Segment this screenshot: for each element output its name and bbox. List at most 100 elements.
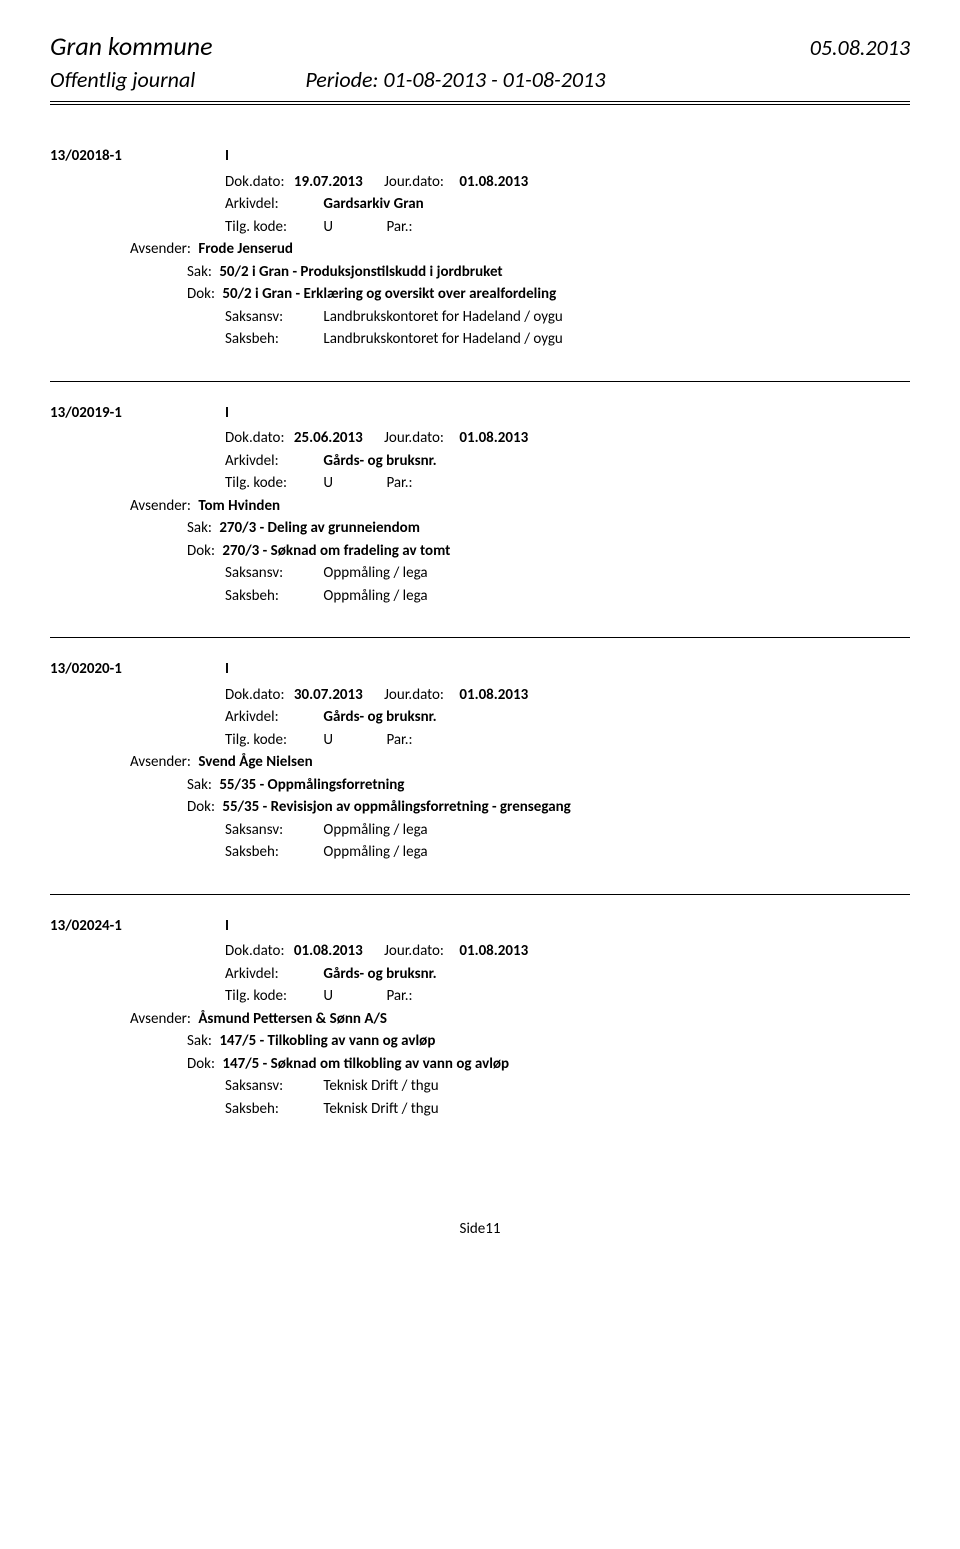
jour-dato-value: 01.08.2013 (459, 173, 528, 191)
avsender-label: Avsender: (130, 1010, 191, 1028)
arkiv-value: Gårds- og bruksnr. (323, 706, 436, 729)
saksbeh-value: Oppmåling / lega (323, 843, 427, 861)
sak-value: 147/5 - Tilkobling av vann og avløp (219, 1032, 435, 1050)
sak-value: 55/35 - Oppmålingsforretning (219, 776, 404, 794)
dok-dato-label: Dok.dato: (225, 942, 284, 960)
tilg-label: Tilg. kode: (225, 729, 320, 752)
jour-dato-label: Jour.dato: (384, 686, 444, 704)
entry-type: I (225, 658, 229, 681)
arkiv-value: Gårds- og bruksnr. (323, 963, 436, 986)
par-label: Par.: (386, 218, 412, 236)
sak-value: 50/2 i Gran - Produksjonstilskudd i jord… (219, 263, 502, 281)
tilg-value: U (323, 218, 333, 236)
page-subheader: Offentlig journal Periode: 01-08-2013 - … (50, 66, 910, 93)
entry-id: 13/02018-1 (50, 145, 225, 168)
dok-dato-value: 19.07.2013 (294, 173, 363, 191)
avsender-value: Tom Hvinden (198, 497, 280, 515)
saksansv-value: Oppmåling / lega (323, 821, 427, 839)
tilg-value: U (323, 731, 333, 749)
entry-type: I (225, 915, 229, 938)
jour-dato-label: Jour.dato: (384, 173, 444, 191)
dok-dato-label: Dok.dato: (225, 686, 284, 704)
journal-entry: 13/02019-1 I Dok.dato: 25.06.2013 Jour.d… (50, 402, 910, 608)
saksbeh-label: Saksbeh: (225, 1098, 320, 1121)
dok-dato-value: 30.07.2013 (294, 686, 363, 704)
sak-label: Sak: (187, 263, 212, 281)
entry-type: I (225, 145, 229, 168)
page-footer: Side11 (50, 1220, 910, 1238)
dok-value: 270/3 - Søknad om fradeling av tomt (222, 542, 450, 560)
entry-id: 13/02019-1 (50, 402, 225, 425)
saksbeh-value: Landbrukskontoret for Hadeland / oygu (323, 330, 562, 348)
saksbeh-label: Saksbeh: (225, 841, 320, 864)
arkiv-label: Arkivdel: (225, 450, 320, 473)
dok-label: Dok: (187, 1055, 215, 1073)
saksbeh-value: Teknisk Drift / thgu (323, 1100, 438, 1118)
print-date: 05.08.2013 (810, 34, 910, 61)
header-divider (50, 101, 910, 105)
par-label: Par.: (386, 474, 412, 492)
journal-entry: 13/02020-1 I Dok.dato: 30.07.2013 Jour.d… (50, 658, 910, 864)
avsender-value: Svend Åge Nielsen (198, 753, 312, 771)
entry-id: 13/02024-1 (50, 915, 225, 938)
arkiv-label: Arkivdel: (225, 706, 320, 729)
jour-dato-value: 01.08.2013 (459, 429, 528, 447)
dok-label: Dok: (187, 798, 215, 816)
entry-divider (50, 894, 910, 895)
avsender-value: Åsmund Pettersen & Sønn A/S (198, 1010, 387, 1028)
sak-label: Sak: (187, 519, 212, 537)
dok-value: 147/5 - Søknad om tilkobling av vann og … (222, 1055, 509, 1073)
par-label: Par.: (386, 731, 412, 749)
sak-value: 270/3 - Deling av grunneiendom (219, 519, 420, 537)
tilg-value: U (323, 987, 333, 1005)
saksbeh-value: Oppmåling / lega (323, 587, 427, 605)
dok-dato-value: 01.08.2013 (294, 942, 363, 960)
page-header: Gran kommune 05.08.2013 (50, 30, 910, 62)
period-text: Periode: 01-08-2013 - 01-08-2013 (305, 66, 605, 93)
journal-entry: 13/02024-1 I Dok.dato: 01.08.2013 Jour.d… (50, 915, 910, 1121)
saksansv-label: Saksansv: (225, 306, 320, 329)
jour-dato-label: Jour.dato: (384, 429, 444, 447)
avsender-label: Avsender: (130, 753, 191, 771)
jour-dato-value: 01.08.2013 (459, 942, 528, 960)
dok-dato-label: Dok.dato: (225, 429, 284, 447)
entry-type: I (225, 402, 229, 425)
entry-divider (50, 637, 910, 638)
dok-label: Dok: (187, 285, 215, 303)
dok-value: 50/2 i Gran - Erklæring og oversikt over… (222, 285, 556, 303)
par-label: Par.: (386, 987, 412, 1005)
tilg-label: Tilg. kode: (225, 985, 320, 1008)
journal-title: Offentlig journal (50, 66, 195, 93)
dok-label: Dok: (187, 542, 215, 560)
journal-entry: 13/02018-1 I Dok.dato: 19.07.2013 Jour.d… (50, 145, 910, 351)
page-number: Side11 (460, 1220, 501, 1238)
arkiv-value: Gardsarkiv Gran (323, 193, 423, 216)
saksansv-label: Saksansv: (225, 819, 320, 842)
entry-divider (50, 381, 910, 382)
jour-dato-label: Jour.dato: (384, 942, 444, 960)
avsender-value: Frode Jenserud (198, 240, 293, 258)
sak-label: Sak: (187, 1032, 212, 1050)
saksansv-value: Oppmåling / lega (323, 564, 427, 582)
arkiv-label: Arkivdel: (225, 963, 320, 986)
saksbeh-label: Saksbeh: (225, 585, 320, 608)
dok-dato-value: 25.06.2013 (294, 429, 363, 447)
dok-dato-label: Dok.dato: (225, 173, 284, 191)
saksansv-label: Saksansv: (225, 562, 320, 585)
org-name: Gran kommune (50, 30, 213, 62)
avsender-label: Avsender: (130, 497, 191, 515)
jour-dato-value: 01.08.2013 (459, 686, 528, 704)
dok-value: 55/35 - Revisisjon av oppmålingsforretni… (222, 798, 570, 816)
saksansv-value: Landbrukskontoret for Hadeland / oygu (323, 308, 562, 326)
arkiv-label: Arkivdel: (225, 193, 320, 216)
avsender-label: Avsender: (130, 240, 191, 258)
sak-label: Sak: (187, 776, 212, 794)
tilg-label: Tilg. kode: (225, 216, 320, 239)
tilg-label: Tilg. kode: (225, 472, 320, 495)
saksansv-label: Saksansv: (225, 1075, 320, 1098)
entry-id: 13/02020-1 (50, 658, 225, 681)
saksbeh-label: Saksbeh: (225, 328, 320, 351)
arkiv-value: Gårds- og bruksnr. (323, 450, 436, 473)
tilg-value: U (323, 474, 333, 492)
saksansv-value: Teknisk Drift / thgu (323, 1077, 438, 1095)
